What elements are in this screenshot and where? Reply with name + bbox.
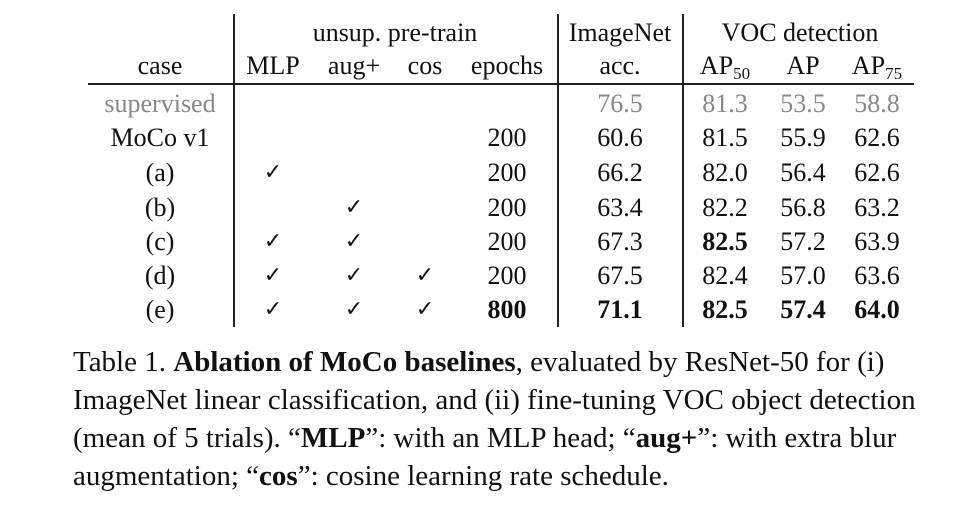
caption-title: Ablation of MoCo baselines xyxy=(173,346,516,378)
check-mark-icon: ✓ xyxy=(344,263,364,288)
caption-part1: , evaluated by ResNet-50 for (i) ImageNe… xyxy=(73,346,916,454)
table-cell-ap75-best: 64.0 xyxy=(854,295,900,324)
header-case: case xyxy=(137,51,183,80)
table-cell-ap: 55.9 xyxy=(780,123,826,152)
table-cell-ap: 53.5 xyxy=(780,89,826,118)
table-cell-ap50-best: 82.5 xyxy=(702,295,748,324)
table-cell-ap-best: 57.4 xyxy=(780,295,826,324)
table-cell-acc: 63.4 xyxy=(597,193,643,222)
caption-part2: ”: with an MLP head; “ xyxy=(365,422,636,454)
table-cell-epochs: 200 xyxy=(487,227,527,256)
table-cell-acc: 67.3 xyxy=(597,227,643,256)
table-cell-ap50: 82.4 xyxy=(702,261,748,290)
table-cell-acc-best: 71.1 xyxy=(597,295,643,324)
table-caption: Table 1. Ablation of MoCo baselines, eva… xyxy=(73,343,943,495)
table-cell-epochs: 200 xyxy=(487,193,527,222)
header-aug: aug+ xyxy=(327,51,381,80)
check-mark-icon: ✓ xyxy=(263,160,283,185)
check-mark-icon: ✓ xyxy=(344,229,364,254)
table-vline-left xyxy=(233,14,235,327)
table-cell-ap50: 82.0 xyxy=(702,158,748,187)
table-vline-mid xyxy=(557,14,559,327)
caption-part3: ”: with extra blur augmentation; “ xyxy=(73,422,897,492)
table-cell-epochs: 200 xyxy=(487,261,527,290)
table-cell-epochs-best: 800 xyxy=(487,295,527,324)
header-ap: AP xyxy=(786,51,820,80)
table-cell-ap75: 63.9 xyxy=(854,227,900,256)
caption-term-aug: aug+ xyxy=(635,422,698,454)
header-cos: cos xyxy=(407,51,443,80)
table-cell-case: (d) xyxy=(144,261,176,290)
check-mark-icon: ✓ xyxy=(415,263,435,288)
check-mark-icon: ✓ xyxy=(344,195,364,220)
table-cell-epochs: 200 xyxy=(487,158,527,187)
check-mark-icon: ✓ xyxy=(263,263,283,288)
table-cell-ap50: 81.3 xyxy=(702,89,748,118)
table-cell-ap50: 81.5 xyxy=(702,123,748,152)
table-cell-ap75: 58.8 xyxy=(854,89,900,118)
table-cell-case: (b) xyxy=(144,193,176,222)
table-cell-case: (c) xyxy=(145,227,175,256)
header-ap50-sub: 50 xyxy=(733,64,751,83)
check-mark-icon: ✓ xyxy=(344,297,364,322)
header-ap50: AP50 xyxy=(699,51,750,83)
table-cell-ap50: 82.2 xyxy=(702,193,748,222)
table-cell-ap75: 63.6 xyxy=(854,261,900,290)
table-cell-ap: 57.0 xyxy=(780,261,826,290)
header-ap75-sub: 75 xyxy=(885,64,903,83)
header-imagenet: ImageNet xyxy=(568,18,672,47)
check-mark-icon: ✓ xyxy=(263,297,283,322)
check-mark-icon: ✓ xyxy=(263,229,283,254)
caption-term-cos: cos xyxy=(259,460,298,492)
table-cell-epochs: 200 xyxy=(487,123,527,152)
caption-term-mlp: MLP xyxy=(300,422,366,454)
header-ap75-base: AP xyxy=(851,51,886,80)
caption-lead: Table 1. xyxy=(73,346,166,378)
header-voc-group: VOC detection xyxy=(721,18,879,47)
table-cell-acc: 60.6 xyxy=(597,123,643,152)
table-cell-case: MoCo v1 xyxy=(110,123,210,152)
caption-part4: ”: cosine learning rate schedule. xyxy=(297,460,669,492)
table-vline-right xyxy=(682,14,684,327)
table-cell-ap75: 62.6 xyxy=(854,123,900,152)
caption-text: Table 1. Ablation of MoCo baselines, eva… xyxy=(73,343,943,495)
table-header-rule xyxy=(88,83,914,85)
table-cell-case: (e) xyxy=(145,295,175,324)
header-epochs: epochs xyxy=(470,51,544,80)
header-ap75: AP75 xyxy=(851,51,902,83)
table-cell-ap: 56.4 xyxy=(780,158,826,187)
table-cell-ap: 57.2 xyxy=(780,227,826,256)
table-cell-case: (a) xyxy=(145,158,175,187)
check-mark-icon: ✓ xyxy=(415,297,435,322)
table-cell-acc: 76.5 xyxy=(597,89,643,118)
table-cell-ap75: 62.6 xyxy=(854,158,900,187)
table-cell-acc: 66.2 xyxy=(597,158,643,187)
table-cell-case: supervised xyxy=(104,89,216,118)
table-cell-ap: 56.8 xyxy=(780,193,826,222)
table-cell-ap50-best: 82.5 xyxy=(702,227,748,256)
table-cell-ap75: 63.2 xyxy=(854,193,900,222)
header-ap50-base: AP xyxy=(699,51,734,80)
header-acc: acc. xyxy=(599,51,641,80)
header-mlp: MLP xyxy=(246,51,300,80)
header-unsup-group: unsup. pre-train xyxy=(312,18,478,47)
table-cell-acc: 67.5 xyxy=(597,261,643,290)
